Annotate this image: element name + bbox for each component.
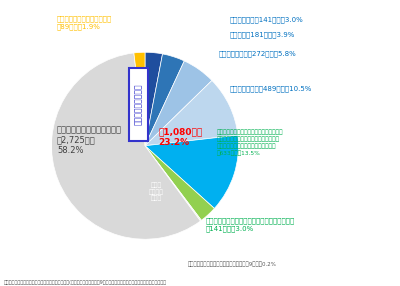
- Text: 約1,080万人
23.2%: 約1,080万人 23.2%: [158, 127, 202, 147]
- Text: 関係人口（ふるさと納税等）
約89万人　1.9%: 関係人口（ふるさと納税等） 約89万人 1.9%: [57, 15, 112, 30]
- Text: お盆・正月に帰省を目的に地域を訪れている人
約141万人　3.0%: お盆・正月に帰省を目的に地域を訪れている人 約141万人 3.0%: [206, 218, 295, 232]
- Wedge shape: [52, 53, 200, 239]
- Text: 趣味・消費型　約489万人　10.5%: 趣味・消費型 約489万人 10.5%: [230, 85, 312, 92]
- Text: 特定の地域と関わりのない人
約2,725万人
58.2%: 特定の地域と関わりのない人 約2,725万人 58.2%: [57, 125, 122, 155]
- Wedge shape: [145, 52, 162, 146]
- Text: 就労型　約181万人　3.9%: 就労型 約181万人 3.9%: [230, 31, 295, 38]
- Wedge shape: [145, 135, 238, 208]
- Text: （お盆・正月以外にも）地縁・血縁先の訪
問を主な目的として地域を訪れている人
（地域では趣味、消費活動等を実施）
約633万人　13.5%: （お盆・正月以外にも）地縁・血縁先の訪 問を主な目的として地域を訪れている人 （…: [216, 129, 283, 156]
- Text: 関係人口（訪問系）: 関係人口（訪問系）: [134, 84, 143, 125]
- Text: 参加・交流型　約272万人　5.8%: 参加・交流型 約272万人 5.8%: [219, 50, 296, 57]
- Wedge shape: [145, 80, 238, 146]
- Text: 特定の生活行動や用務を行っている人　約9万人　0.2%: 特定の生活行動や用務を行っている人 約9万人 0.2%: [188, 262, 277, 267]
- Wedge shape: [145, 146, 201, 221]
- Text: （出典）「地域との関わりについてのアンケート」(国土交通省、令和元年9月実施）（三大都市圏の関係人口、人数ベース）: （出典）「地域との関わりについてのアンケート」(国土交通省、令和元年9月実施）（…: [4, 280, 167, 285]
- Wedge shape: [134, 52, 145, 146]
- Text: 地縁・
血縁的な
訪問者: 地縁・ 血縁的な 訪問者: [148, 183, 164, 201]
- Wedge shape: [145, 61, 212, 146]
- Wedge shape: [145, 146, 214, 220]
- Text: 直接寄与型　約141万人　3.0%: 直接寄与型 約141万人 3.0%: [230, 16, 304, 23]
- FancyBboxPatch shape: [128, 68, 148, 141]
- Wedge shape: [145, 54, 184, 146]
